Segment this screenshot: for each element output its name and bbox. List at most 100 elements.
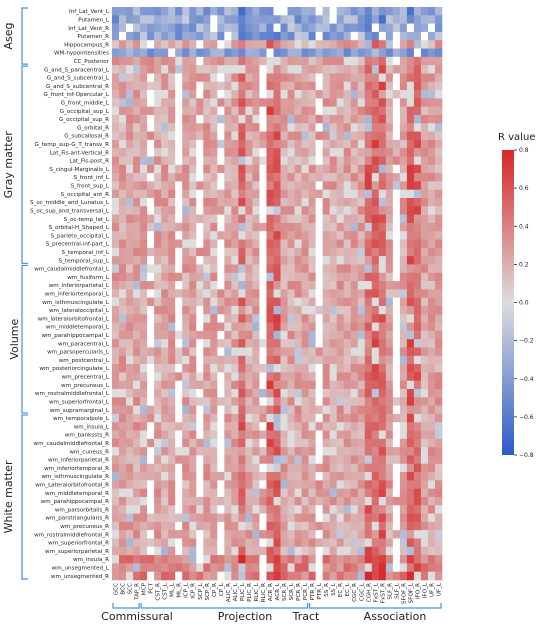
- heatmap-cell: [301, 405, 309, 415]
- heatmap-cell: [294, 81, 302, 91]
- heatmap-cell: [266, 405, 274, 415]
- heatmap-cell: [266, 372, 274, 381]
- heatmap-cell: [133, 563, 141, 572]
- heatmap-cell: [140, 330, 148, 340]
- heatmap-cell: [406, 380, 415, 390]
- heatmap-cell: [154, 164, 162, 174]
- heatmap-cell: [434, 364, 443, 373]
- heatmap-cell: [294, 31, 302, 41]
- heatmap-cell: [357, 272, 366, 282]
- heatmap-cell: [119, 463, 127, 473]
- heatmap-cell: [294, 131, 302, 141]
- heatmap-cell: [161, 139, 169, 149]
- heatmap-cell: [301, 505, 309, 514]
- heatmap-cell: [427, 90, 436, 99]
- heatmap-cell: [357, 90, 366, 99]
- heatmap-cell: [427, 389, 436, 398]
- heatmap-cell: [378, 181, 387, 190]
- heatmap-cell: [378, 372, 387, 381]
- heatmap-cell: [210, 73, 218, 83]
- heatmap-cell: [392, 521, 401, 531]
- heatmap-cell: [252, 231, 260, 240]
- heatmap-cell: [273, 264, 281, 274]
- heatmap-cell: [224, 148, 232, 157]
- heatmap-cell: [343, 563, 352, 572]
- heatmap-cell: [126, 114, 134, 124]
- heatmap-cell: [175, 513, 183, 523]
- heatmap-cell: [294, 563, 302, 572]
- heatmap-cell: [392, 364, 401, 373]
- heatmap-cell: [406, 472, 415, 481]
- heatmap-cell: [399, 413, 408, 423]
- heatmap-cell: [301, 131, 309, 141]
- heatmap-cell: [364, 156, 373, 166]
- heatmap-cell: [140, 555, 148, 564]
- heatmap-cell: [280, 106, 288, 116]
- heatmap-cell: [189, 546, 197, 556]
- heatmap-cell: [133, 222, 141, 232]
- heatmap-cell: [371, 231, 380, 240]
- heatmap-cell: [224, 430, 232, 440]
- heatmap-cell: [427, 505, 436, 514]
- heatmap-cell: [406, 148, 415, 157]
- heatmap-cell: [245, 289, 253, 298]
- heatmap-cell: [329, 40, 337, 49]
- heatmap-cell: [315, 81, 323, 91]
- heatmap-cell: [392, 48, 401, 58]
- heatmap-cell: [399, 106, 408, 116]
- heatmap-cell: [224, 139, 232, 149]
- heatmap-cell: [434, 546, 443, 556]
- heatmap-cell: [224, 571, 232, 581]
- heatmap-cell: [182, 272, 190, 282]
- heatmap-cell: [196, 447, 204, 456]
- heatmap-cell: [434, 438, 443, 448]
- heatmap-cell: [133, 56, 141, 66]
- heatmap-cell: [322, 314, 330, 323]
- heatmap-cell: [308, 198, 316, 207]
- heatmap-cell: [238, 247, 246, 257]
- heatmap-cell: [280, 264, 288, 274]
- heatmap-cell: [273, 56, 281, 66]
- heatmap-cell: [119, 339, 127, 348]
- heatmap-cell: [273, 181, 281, 190]
- heatmap-cell: [119, 563, 127, 572]
- heatmap-cell: [126, 198, 134, 207]
- heatmap-cell: [413, 571, 422, 581]
- heatmap-cell: [175, 430, 183, 440]
- heatmap-cell: [392, 73, 401, 83]
- heatmap-cell: [343, 123, 352, 132]
- heatmap-cell: [385, 521, 394, 531]
- heatmap-cell: [259, 413, 267, 423]
- heatmap-cell: [196, 156, 204, 166]
- heatmap-cell: [385, 15, 394, 24]
- heatmap-cell: [224, 447, 232, 456]
- heatmap-cell: [399, 23, 408, 33]
- heatmap-cell: [210, 164, 218, 174]
- heatmap-cell: [364, 314, 373, 323]
- heatmap-cell: [406, 189, 415, 199]
- heatmap-cell: [224, 546, 232, 556]
- heatmap-cell: [161, 56, 169, 66]
- heatmap-cell: [119, 314, 127, 323]
- heatmap-cell: [364, 455, 373, 465]
- heatmap-cell: [329, 530, 337, 539]
- heatmap-cell: [266, 114, 274, 124]
- heatmap-cell: [119, 23, 127, 33]
- heatmap-cell: [392, 65, 401, 74]
- heatmap-cell: [210, 322, 218, 332]
- heatmap-cell: [294, 455, 302, 465]
- heatmap-cell: [196, 438, 204, 448]
- heatmap-cell: [329, 264, 337, 274]
- heatmap-cell: [273, 48, 281, 58]
- heatmap-cell: [154, 114, 162, 124]
- heatmap-cell: [350, 231, 359, 240]
- heatmap-cell: [357, 563, 366, 572]
- heatmap-cell: [273, 430, 281, 440]
- row-label: wm_unsegmented_R: [51, 574, 109, 580]
- heatmap-cell: [112, 239, 120, 249]
- heatmap-cell: [168, 222, 176, 232]
- heatmap-cell: [420, 7, 429, 16]
- heatmap-cell: [238, 7, 246, 16]
- heatmap-cell: [399, 297, 408, 307]
- heatmap-cell: [203, 123, 211, 132]
